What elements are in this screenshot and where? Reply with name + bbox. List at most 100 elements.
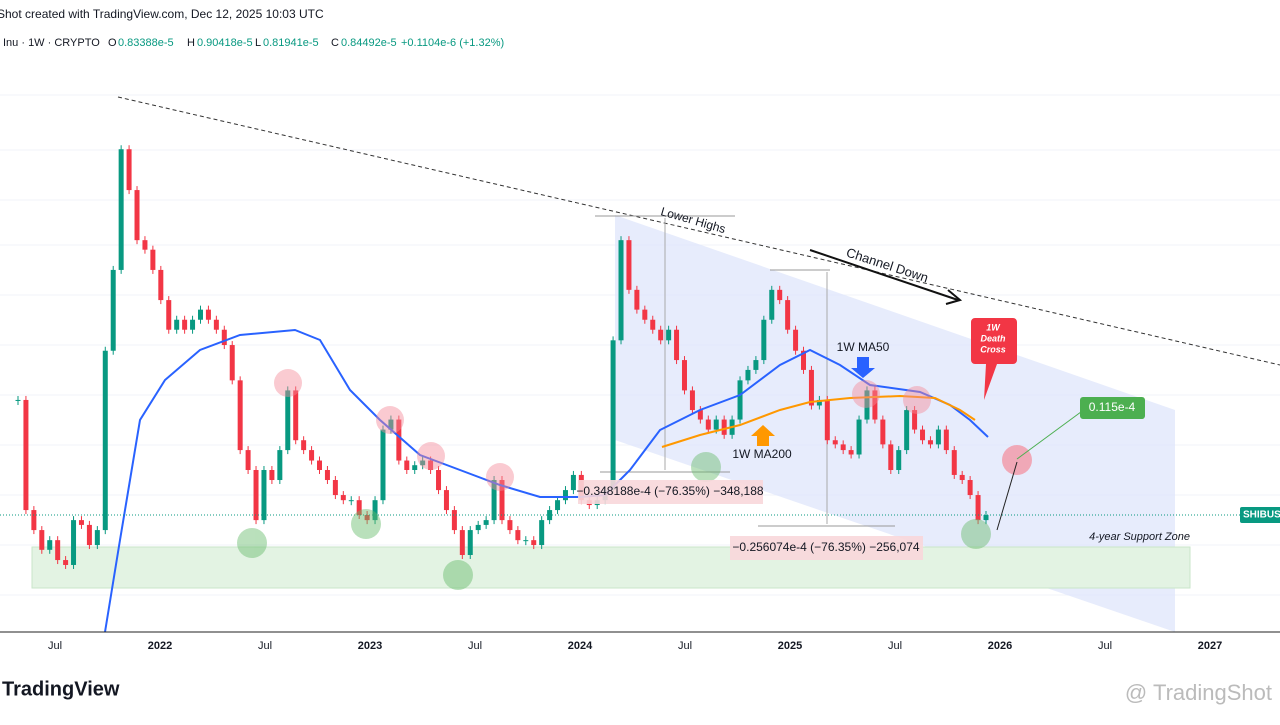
candle (269, 470, 275, 481)
candle (420, 460, 426, 466)
candle (927, 440, 933, 445)
candle (483, 520, 489, 525)
measure-label: −0.256074e-4 (−76.35%) −256,074 (732, 540, 919, 554)
candle (650, 319, 656, 330)
candle (626, 240, 632, 290)
candle (499, 480, 505, 521)
legend-key: C (331, 37, 339, 49)
candle (753, 360, 759, 370)
candle (507, 520, 513, 531)
candle (475, 524, 481, 531)
death-cross-label: 1W (986, 322, 1001, 332)
candle (31, 510, 37, 531)
candle (562, 490, 568, 501)
candle (428, 460, 434, 471)
legend-value: 0.84492e-5 (341, 37, 397, 49)
channel-arrow (809, 249, 959, 301)
candle (213, 319, 219, 330)
candle (309, 450, 315, 461)
x-tick-label: 2024 (568, 640, 593, 652)
candle (904, 410, 910, 451)
target-label: 0.115e-4 (1089, 400, 1136, 414)
candle (824, 399, 830, 441)
candle (618, 240, 624, 341)
candle (808, 369, 814, 406)
channel (615, 215, 1175, 632)
candle (118, 149, 124, 270)
candle (864, 390, 870, 420)
candle (658, 329, 664, 341)
x-axis-labels: Jul 2022 Jul 2023 Jul 2024 Jul 2025 Jul 2026 Jul 20… (48, 640, 1222, 652)
watermark: @ TradingShot (1125, 680, 1272, 705)
header: Shot created with TradingView.com, Dec 1… (0, 7, 324, 21)
candle (404, 460, 410, 471)
candle (86, 524, 92, 546)
candle (134, 190, 140, 241)
x-tick-label: Jul (888, 640, 902, 652)
target-circle (1002, 445, 1032, 475)
legend-key: O (108, 37, 117, 49)
candle (848, 450, 854, 455)
candle (555, 500, 561, 511)
candle (634, 289, 640, 310)
candle (285, 390, 291, 451)
candle (372, 500, 378, 521)
candle (237, 380, 243, 451)
death-cross-label: Cross (980, 344, 1006, 354)
candle (142, 240, 148, 250)
legend-key: L (255, 37, 261, 49)
candle (253, 470, 259, 521)
death-cross-bubble (971, 318, 1017, 400)
candle (531, 540, 537, 546)
symbol-tag (1240, 507, 1280, 523)
legend-symbol: Inu · 1W · CRYPTO (3, 37, 100, 49)
candle (610, 340, 616, 491)
candle (356, 500, 362, 516)
ma200-label: 1W MA200 (732, 447, 792, 461)
candle (23, 399, 29, 511)
x-tick-label: Jul (258, 640, 272, 652)
ma50-arrow (851, 357, 875, 378)
trendline (117, 96, 1280, 366)
measure-box (578, 480, 763, 504)
candle (182, 319, 188, 330)
candle (880, 419, 886, 445)
candle (94, 530, 100, 546)
legend-value: 0.81941e-5 (263, 37, 319, 49)
candle (126, 149, 132, 191)
x-tick-label: Jul (1098, 640, 1112, 652)
candle (642, 309, 648, 320)
candle (197, 309, 203, 320)
candle (959, 474, 965, 481)
arrow-head (945, 289, 963, 305)
x-tick-label: Jul (678, 640, 692, 652)
logo: TradingView (2, 678, 120, 700)
candle (697, 410, 703, 420)
candle (769, 289, 775, 320)
candle (158, 269, 164, 301)
candle (293, 390, 299, 441)
candle (777, 289, 783, 301)
candle (920, 429, 926, 441)
candle (816, 399, 822, 406)
candle (388, 419, 394, 430)
candle (39, 530, 45, 550)
candle (515, 530, 521, 541)
candle (761, 319, 767, 361)
candle (15, 399, 21, 401)
candle (55, 540, 61, 561)
candle (935, 429, 941, 445)
ma50-label: 1W MA50 (837, 340, 890, 354)
support-label: 4-year Support Zone (1089, 531, 1190, 543)
candle (793, 329, 799, 351)
death-cross-label: Death (980, 333, 1006, 343)
target-box (1080, 397, 1145, 419)
candle (317, 460, 323, 471)
symbol-tag-label: SHIBUSD (1243, 510, 1280, 521)
candle (872, 390, 878, 420)
candle (840, 444, 846, 451)
candle (705, 419, 711, 430)
candle (943, 429, 949, 451)
ma200-arrow (751, 425, 775, 446)
